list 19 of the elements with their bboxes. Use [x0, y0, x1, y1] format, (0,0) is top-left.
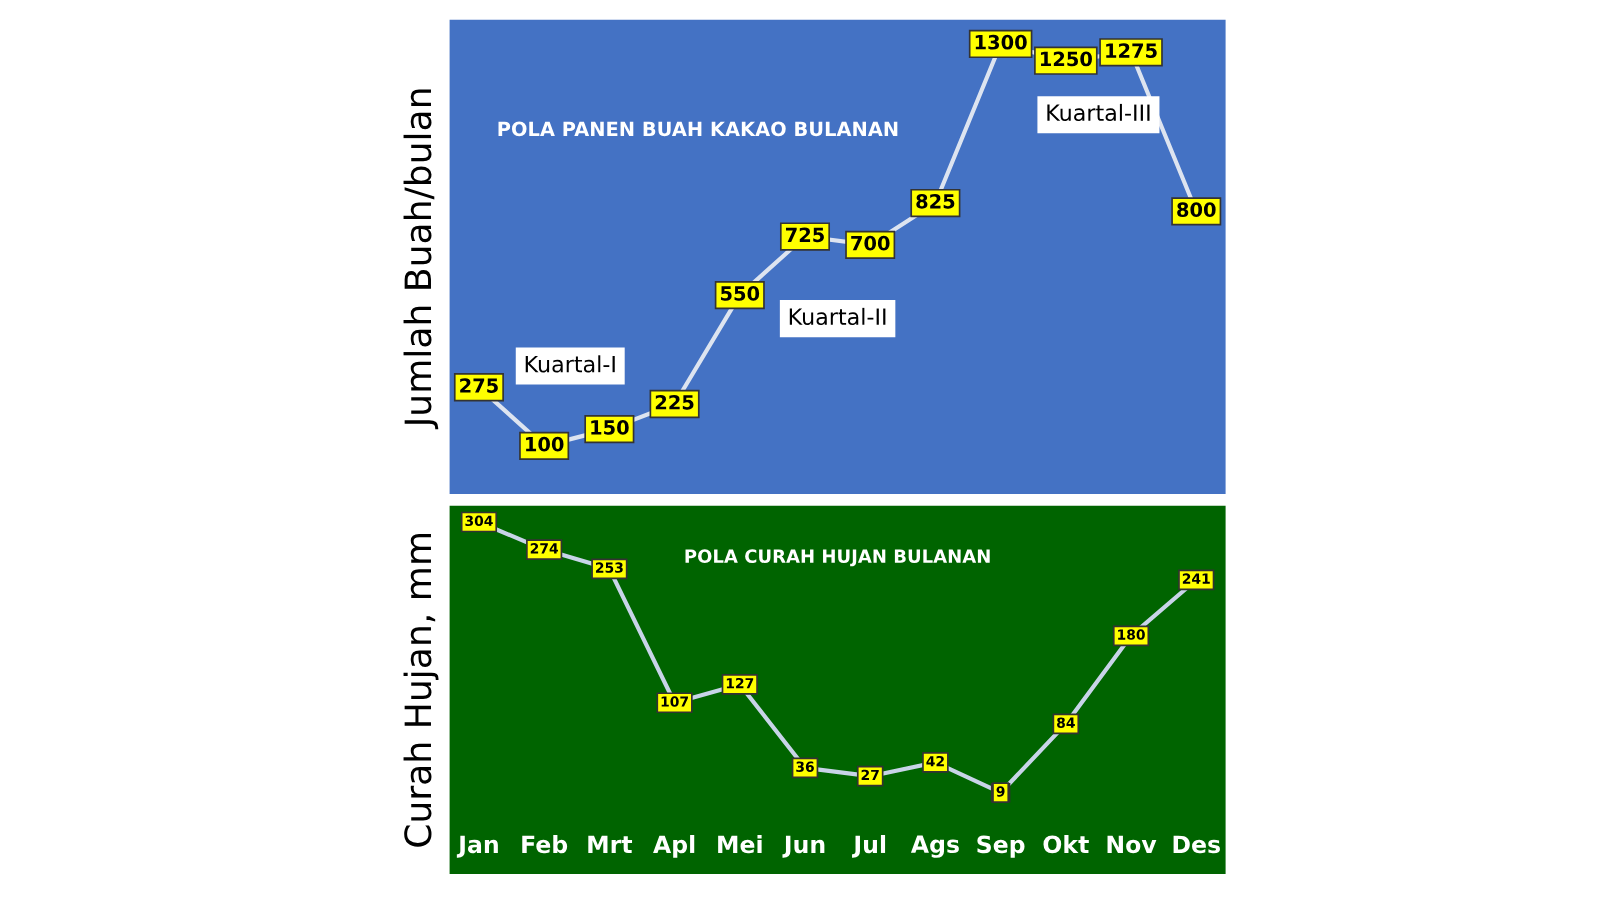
x-tick-label: Jan: [456, 835, 498, 858]
x-tick-label: Jul: [852, 835, 886, 858]
x-tick-label: Jun: [782, 835, 825, 858]
x-tick-label: Sep: [977, 835, 1025, 858]
y-axis-title: Jumlah Buah/bulan: [403, 89, 439, 430]
x-tick-label: Nov: [1107, 835, 1157, 854]
x-tick-label: Des: [1173, 835, 1220, 854]
annotation: Kuartal-III: [1047, 103, 1150, 122]
annotation: Kuartal-II: [789, 307, 886, 326]
x-tick-label: Okt: [1043, 835, 1089, 854]
text: POLA PANEN BUAH KAKAO BULANAN: [498, 121, 898, 137]
annotation: Kuartal-I: [525, 355, 615, 373]
x-tick-label: Feb: [522, 835, 568, 854]
x-tick-label: Ags: [910, 835, 959, 858]
x-tick-label: Mei: [718, 835, 762, 854]
text: POLA CURAH HUJAN BULANAN: [685, 549, 990, 567]
x-tick-label: Apl: [653, 835, 695, 858]
y-axis-title: Curah Hujan, mm: [403, 533, 439, 847]
x-tick-label: Mrt: [588, 835, 633, 853]
